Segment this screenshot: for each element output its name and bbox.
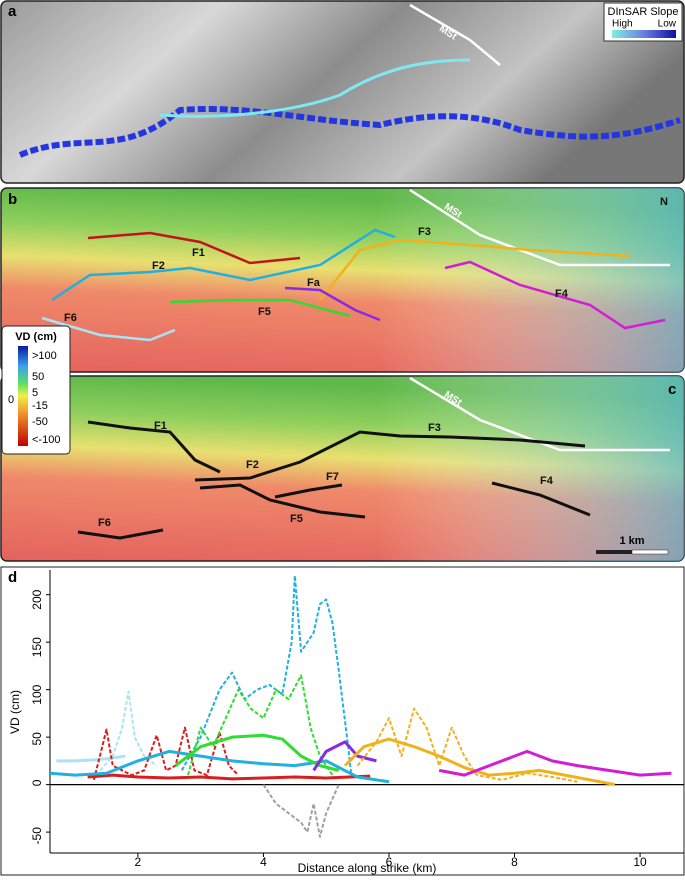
series-line (56, 754, 126, 763)
fault-trace (169, 298, 351, 318)
fault-trace (199, 483, 366, 519)
fault-label: F3 (418, 226, 431, 238)
fault-trace (444, 260, 666, 330)
legend-label: >100 (32, 350, 57, 362)
fault-trace (194, 430, 586, 482)
panel-label-right: c (668, 381, 676, 398)
series-line (87, 773, 371, 781)
insar-trace (18, 105, 681, 158)
north-label: N (660, 196, 668, 208)
panel-label: d (8, 569, 17, 586)
legend-title: DInSAR Slope (608, 6, 679, 18)
fault-label: F1 (154, 420, 167, 432)
series-line (312, 740, 377, 772)
y-tick-label: 200 (30, 589, 44, 609)
fault-label: F2 (152, 260, 165, 272)
series-line (356, 707, 578, 783)
legend-label: -15 (32, 400, 48, 412)
fault-label: F5 (258, 306, 271, 318)
thrust-line (409, 3, 501, 66)
vd-map-overlay (1, 188, 684, 372)
x-tick-label: 2 (135, 855, 142, 869)
y-tick-label: 0 (30, 779, 44, 786)
fault-label: F6 (64, 312, 77, 324)
legend-ramp (612, 30, 676, 38)
x-tick-label: 8 (511, 855, 518, 869)
panel-a: a MSt DInSAR Slope High Low (0, 0, 685, 184)
panel-d: d Distance along strike (km) VD (cm) (0, 566, 685, 876)
legend-label: -50 (32, 416, 48, 428)
legend-label: 50 (32, 371, 44, 383)
color-bar (18, 346, 28, 446)
y-tick-label: 100 (30, 684, 44, 704)
fault-trace (284, 286, 381, 322)
legend-title: VD (cm) (15, 331, 57, 343)
fault-trace (491, 481, 591, 517)
legend-label: 5 (32, 387, 38, 399)
fault-trace (41, 316, 176, 342)
fault-label: F5 (290, 513, 303, 525)
fault-trace (51, 228, 396, 302)
legend-zero: 0 (8, 394, 14, 406)
x-tick-label: 4 (260, 855, 267, 869)
series-line (99, 690, 158, 772)
fault-trace (77, 528, 164, 540)
legend-low: Low (658, 19, 677, 30)
fault-trace (87, 420, 221, 474)
panel-frame (0, 566, 685, 876)
fault-label: Fa (307, 277, 321, 289)
insar-trace (159, 58, 471, 118)
y-axis-title: VD (cm) (8, 690, 22, 734)
y-tick-label: 150 (30, 637, 44, 657)
scale-bar (631, 549, 669, 555)
legend-high: High (612, 19, 633, 30)
fault-label: F4 (555, 288, 569, 300)
panel-b: b MSt N F1 F2 F3 F4 F5 F6 Fa (0, 187, 685, 373)
fault-trace (87, 231, 301, 265)
series-line (262, 784, 340, 838)
fault-traces (77, 420, 591, 540)
scale-label: 1 km (619, 535, 644, 547)
scale-bar (596, 550, 632, 554)
x-axis-title: Distance along strike (km) (298, 861, 437, 875)
fault-trace (319, 238, 631, 301)
y-tick-label: 50 (30, 732, 44, 746)
y-tick-label: -50 (30, 827, 44, 845)
vd-legend: VD (cm) >100 50 5 -15 -50 <-100 0 (1, 325, 71, 455)
fault-label: F1 (192, 247, 205, 259)
fault-trace (274, 483, 343, 499)
panel-c: c c MSt F1 F2 F3 F4 F5 F6 F7 1 km (0, 375, 685, 562)
series-line (92, 726, 240, 781)
fault-label: F7 (326, 471, 339, 483)
series-line (438, 749, 672, 777)
series-line (49, 749, 390, 784)
panel-label: a (8, 3, 17, 20)
legend-label: <-100 (32, 434, 60, 446)
thrust-line (409, 376, 670, 452)
fault-label: F6 (98, 517, 111, 529)
x-tick-label: 10 (633, 855, 647, 869)
panel-label: b (8, 191, 17, 208)
fault-label: F4 (540, 475, 554, 487)
fault-label: F2 (246, 459, 259, 471)
series-line (180, 574, 353, 776)
fault-label: F3 (428, 422, 441, 434)
vd-map-overlay (1, 376, 684, 561)
x-tick-label: 6 (386, 855, 393, 869)
